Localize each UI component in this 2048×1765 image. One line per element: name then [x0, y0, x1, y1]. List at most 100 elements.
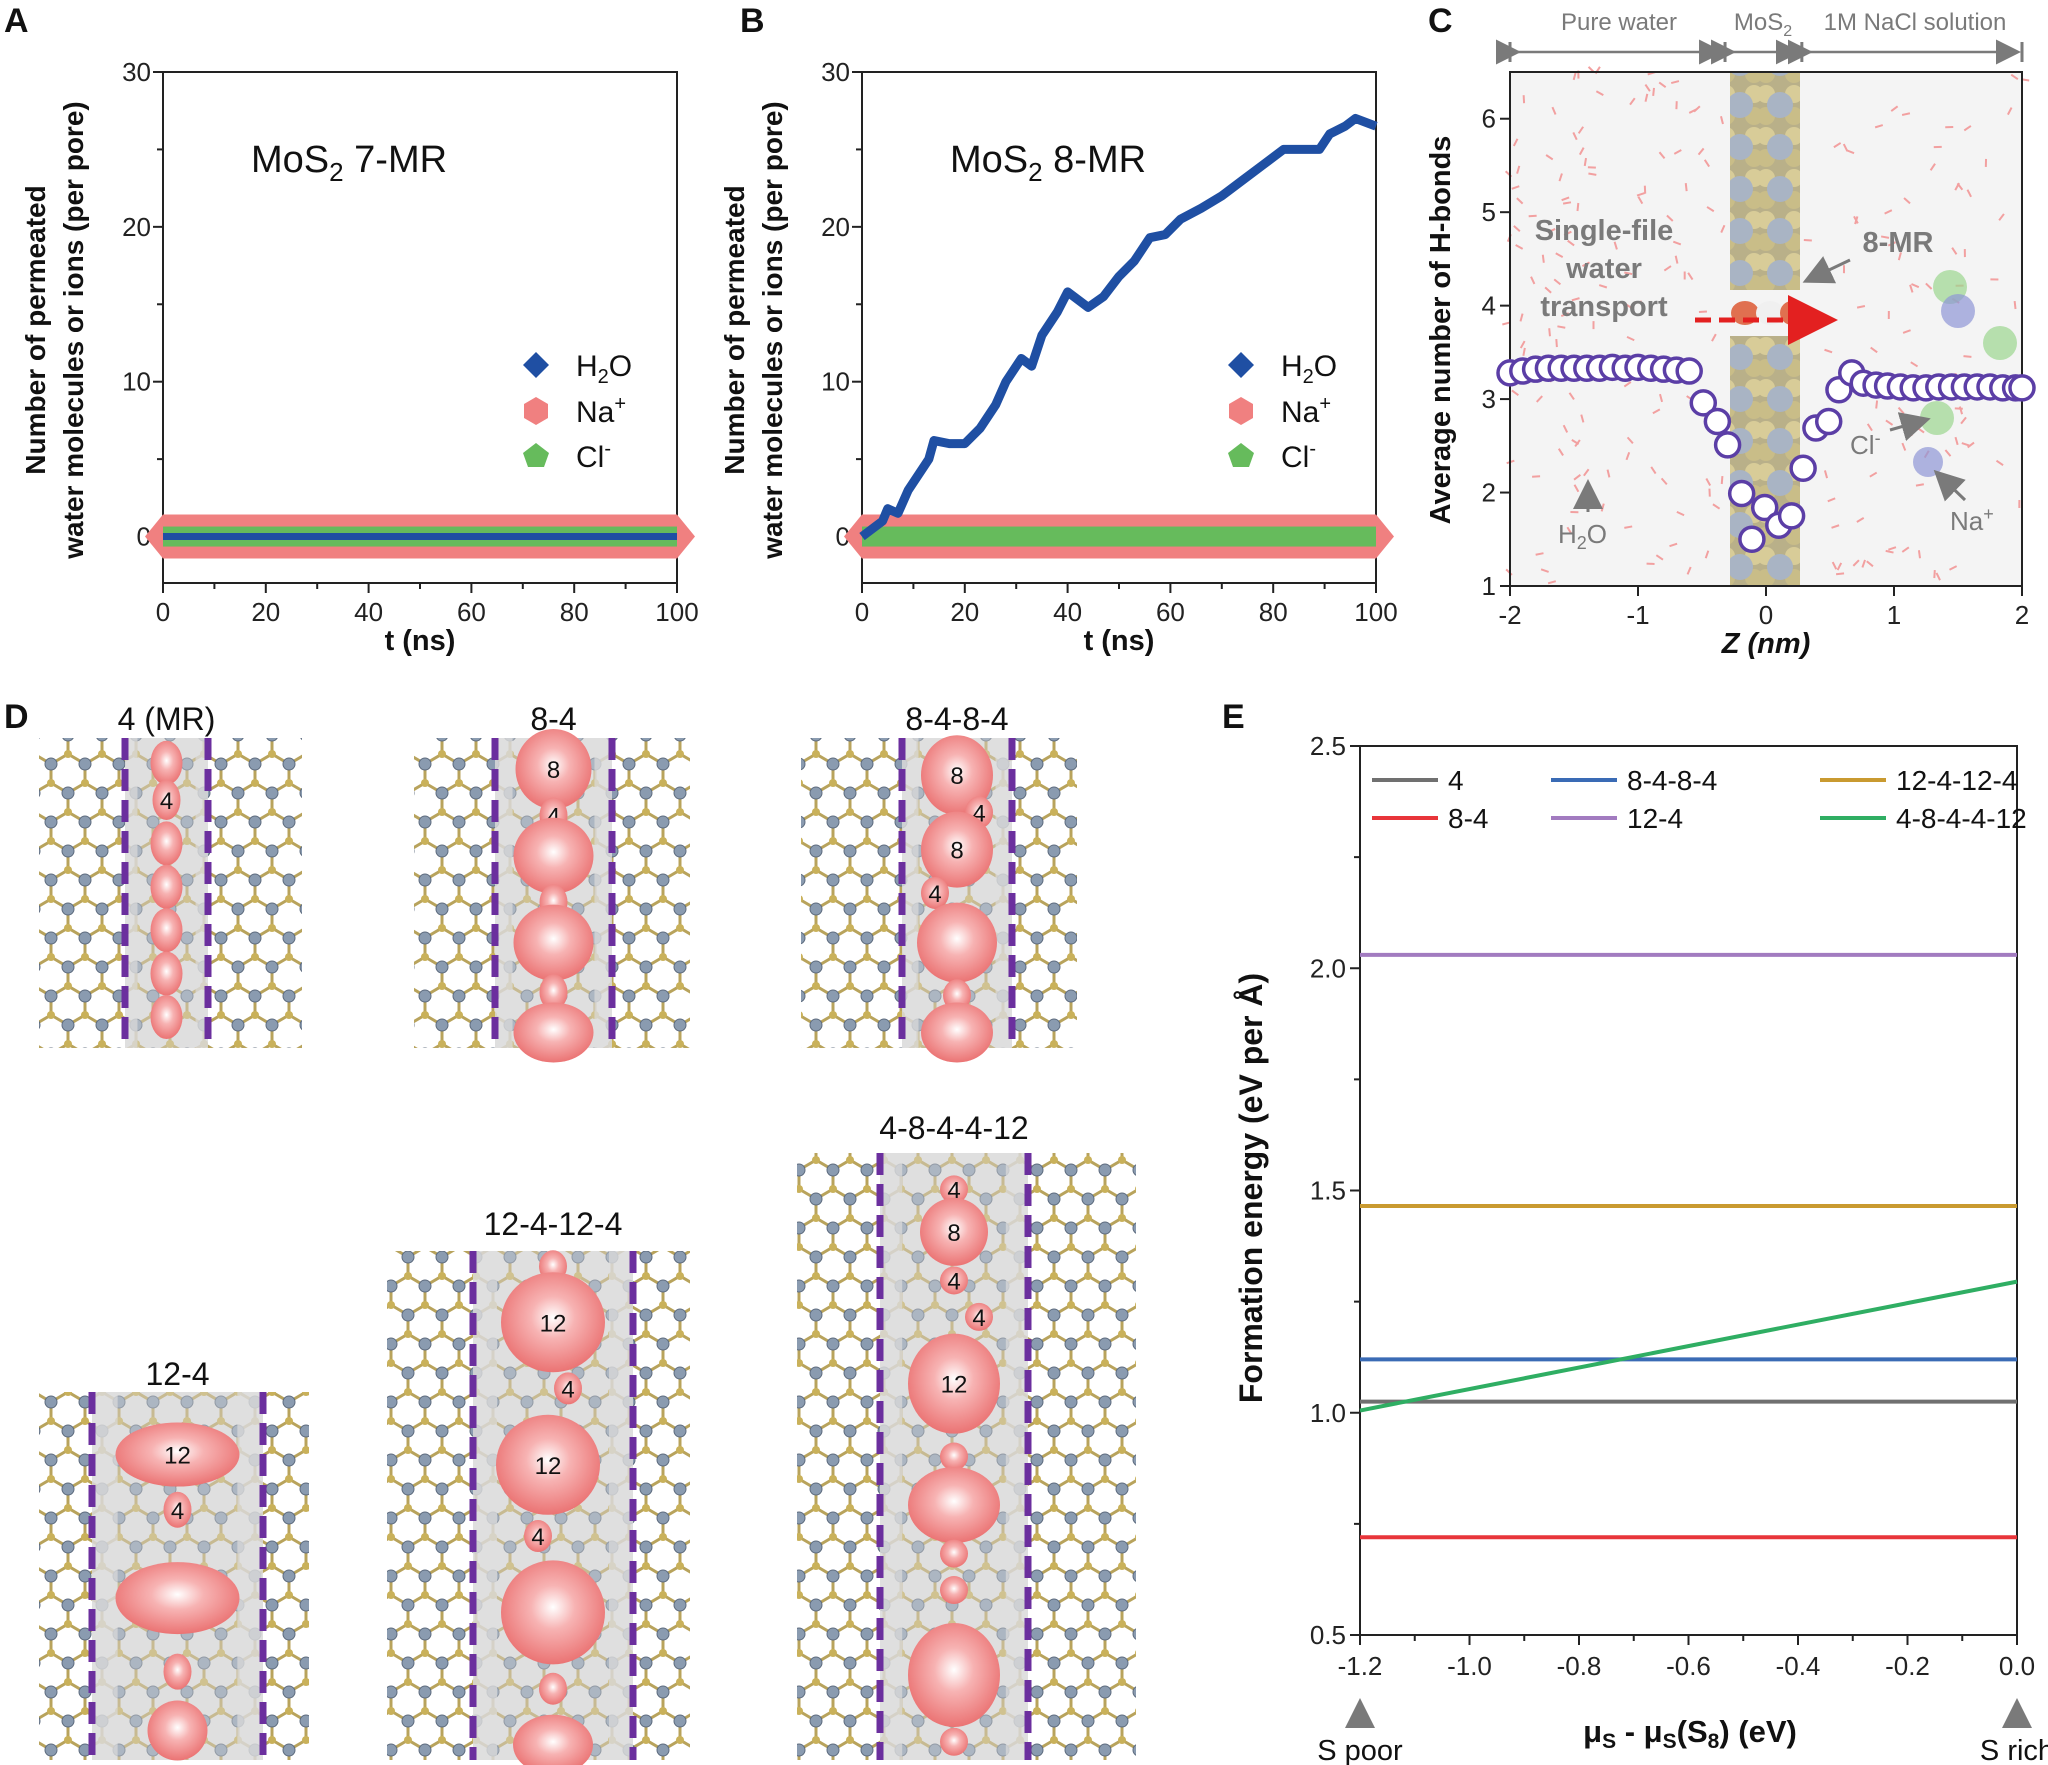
structure-title: 4-8-4-4-12: [879, 1110, 1028, 1146]
title-rest: 8-MR: [1043, 139, 1146, 181]
water-speck: [1639, 300, 1645, 309]
water-speck: [1698, 310, 1707, 313]
water-speck: [1831, 561, 1838, 570]
panel-letter-a: A: [4, 2, 29, 40]
panel-letter-b: B: [740, 2, 765, 40]
legend-h2o-main: H: [1281, 350, 1303, 383]
title-sub: 2: [1028, 157, 1042, 187]
cl-ion-illustration: [1920, 401, 1954, 435]
water-speck: [1545, 154, 1554, 161]
x-tick-label: 0: [855, 597, 869, 627]
water-speck: [1901, 442, 1907, 451]
annotation-arrow: [1889, 412, 1931, 442]
water-speck: [1583, 468, 1590, 477]
water-speck: [1566, 526, 1573, 535]
water-speck: [1555, 252, 1564, 259]
x-tick-label: 40: [1053, 597, 1082, 627]
water-speck: [1676, 510, 1685, 517]
water-speck: [1720, 116, 1724, 125]
ring-size-label: 8: [950, 763, 963, 790]
structure-title: 8-4-8-4: [905, 701, 1008, 737]
water-speck: [1553, 278, 1562, 286]
water-speck: [1705, 477, 1712, 486]
water-speck: [1887, 241, 1896, 247]
legend-cl-main: Cl: [576, 441, 604, 474]
water-speck: [1580, 414, 1585, 423]
water-speck: [1626, 335, 1635, 342]
legend-h2o-rest: O: [609, 350, 632, 383]
water-speck: [1961, 442, 1970, 447]
water-speck: [1949, 565, 1958, 571]
legend-h2o-rest: O: [1314, 350, 1337, 383]
water-speck: [1519, 313, 1524, 322]
ring-size-label: 4: [947, 1177, 960, 1204]
water-speck: [1658, 81, 1667, 88]
water-speck: [1563, 230, 1572, 236]
x-tick-label: 20: [950, 597, 979, 627]
water-speck: [1711, 333, 1717, 342]
water-speck: [1502, 321, 1511, 326]
y-tick-label: 6: [1482, 104, 1496, 134]
water-speck: [1960, 416, 1967, 425]
ring-size-label: 12: [941, 1372, 968, 1399]
pore-ring: [501, 1560, 605, 1665]
ring-size-label: 12: [164, 1443, 191, 1470]
water-speck: [1933, 569, 1936, 579]
water-speck: [1901, 112, 1911, 116]
legend-cl-sup: -: [604, 438, 611, 460]
x-tick-label: -1.0: [1447, 1651, 1492, 1681]
water-speck: [1581, 261, 1590, 268]
water-speck: [1557, 448, 1564, 456]
mos2-sub: 2: [1783, 23, 1792, 40]
water-speck: [1902, 329, 1911, 334]
pore-ring: [513, 817, 594, 894]
water-speck: [1856, 517, 1865, 523]
xl-e: (S: [1677, 1714, 1708, 1749]
data-point-hbond: [1738, 525, 1766, 554]
legend-marker-diamond: [1228, 352, 1254, 378]
mos2-main: MoS: [1734, 9, 1783, 36]
xl-b: S: [1602, 1730, 1616, 1753]
h2o-a: H: [1558, 519, 1577, 549]
data-point-hbond: [1727, 479, 1756, 508]
water-speck: [1917, 550, 1921, 559]
water-speck: [1652, 408, 1661, 415]
region-label-mos2: MoS2: [1734, 9, 1792, 40]
y-tick-label: 30: [821, 57, 850, 87]
water-speck: [1652, 87, 1655, 97]
x-axis-label: μS - μS(S8) (eV): [1583, 1714, 1797, 1753]
y-tick-label: 0.5: [1310, 1620, 1346, 1650]
pore-ring: [940, 1576, 968, 1605]
water-speck: [1823, 470, 1829, 479]
x-tick-label: -1: [1626, 600, 1649, 630]
x-tick-label: 0.0: [1999, 1651, 2035, 1681]
water-speck: [1693, 105, 1701, 113]
x-annotation-x_annot_right: S rich: [1980, 1735, 2048, 1765]
ring-size-label: 8: [947, 1220, 960, 1247]
x-tick-label: -1.2: [1338, 1651, 1383, 1681]
y-tick-label: 10: [821, 367, 850, 397]
title-main: MoS: [251, 139, 329, 181]
water-speck: [1885, 419, 1894, 426]
water-speck: [1624, 271, 1633, 276]
y-tick-label: 20: [821, 212, 850, 242]
water-speck: [1910, 361, 1919, 368]
ring-size-label: 8: [950, 838, 963, 865]
ring-size-label: 12: [540, 1310, 567, 1337]
pore-ring: [554, 1372, 582, 1405]
water-speck: [1720, 475, 1724, 485]
water-speck: [1541, 254, 1545, 263]
y-tick-label: 30: [122, 57, 151, 87]
legend-h2o-sub: 2: [598, 366, 609, 388]
water-speck: [1644, 93, 1649, 102]
y-tick-label: 4: [1482, 291, 1496, 321]
water-speck: [1852, 559, 1860, 567]
water-speck: [1954, 436, 1959, 446]
water-speck: [1897, 252, 1902, 261]
legend-cl-main: Cl: [1281, 441, 1309, 474]
y-tick-label: 2.5: [1310, 731, 1346, 761]
data-point-hbond: [1750, 493, 1779, 522]
ring-size-label: 4: [171, 1498, 184, 1525]
y-axis-label: Average number of H-bonds: [1425, 136, 1457, 525]
